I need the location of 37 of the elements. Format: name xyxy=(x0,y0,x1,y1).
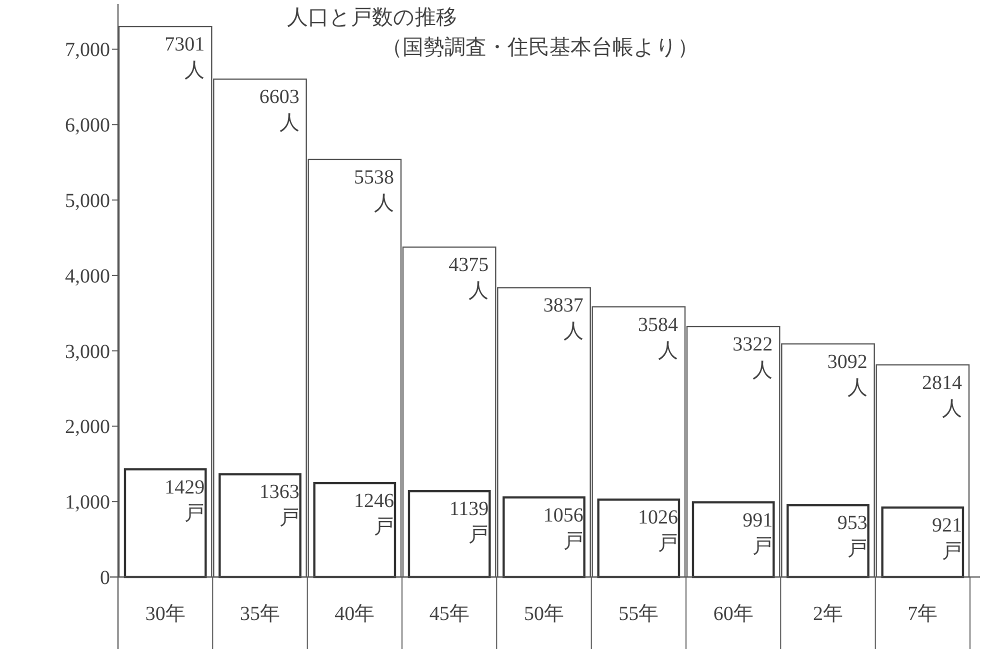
x-tick-label: 2年 xyxy=(813,603,843,625)
text: （国勢調査・住民基本台帳より） xyxy=(382,35,698,59)
x-tick-label: 7年 xyxy=(908,603,938,625)
value-label: 1246戸 xyxy=(354,490,394,538)
x-tick-label: 40年 xyxy=(334,603,375,625)
x-tick-label: 30年 xyxy=(145,603,186,625)
value-label: 2814人 xyxy=(922,372,962,420)
y-tick-label: 1,000 xyxy=(65,492,110,514)
y-tick-label: 2,000 xyxy=(65,416,110,438)
value-label: 991戸 xyxy=(742,509,773,558)
value-label: 1363戸 xyxy=(259,481,300,530)
y-tick-label: 4,000 xyxy=(65,265,110,288)
value-label: 3837人 xyxy=(543,294,584,343)
value-label: 3092人 xyxy=(827,350,868,399)
value-label: 7301人 xyxy=(164,34,205,82)
value-label: 1139戸 xyxy=(449,498,489,546)
x-tick-label: 50年 xyxy=(524,603,564,625)
value-label: 3584人 xyxy=(638,314,678,362)
y-tick-label: 0 xyxy=(100,567,110,589)
y-tick-label: 5,000 xyxy=(65,190,110,212)
value-label: 921戸 xyxy=(932,514,962,563)
x-tick-label: 55年 xyxy=(618,603,659,625)
x-tick-label: 60年 xyxy=(713,603,754,625)
y-tick-label: 3,000 xyxy=(65,340,110,363)
value-label: 6603人 xyxy=(259,86,300,134)
value-label: 1429戸 xyxy=(164,476,205,524)
y-tick-label: 6,000 xyxy=(65,114,110,137)
value-label: 1056戸 xyxy=(543,504,584,552)
x-tick-label: 35年 xyxy=(240,603,280,625)
value-label: 4375人 xyxy=(448,254,489,302)
value-label: 953戸 xyxy=(837,512,868,560)
value-label: 3322人 xyxy=(732,334,773,382)
chart-title: 人口と戸数の推移 xyxy=(287,5,457,29)
value-label: 1026戸 xyxy=(638,506,678,555)
value-label: 5538人 xyxy=(354,166,394,214)
y-tick-label: 7,000 xyxy=(65,39,110,62)
x-tick-label: 45年 xyxy=(429,603,470,625)
